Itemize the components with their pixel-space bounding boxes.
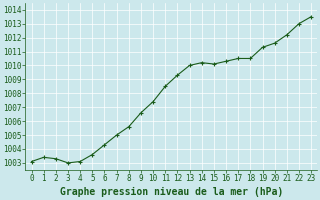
X-axis label: Graphe pression niveau de la mer (hPa): Graphe pression niveau de la mer (hPa) [60,187,283,197]
